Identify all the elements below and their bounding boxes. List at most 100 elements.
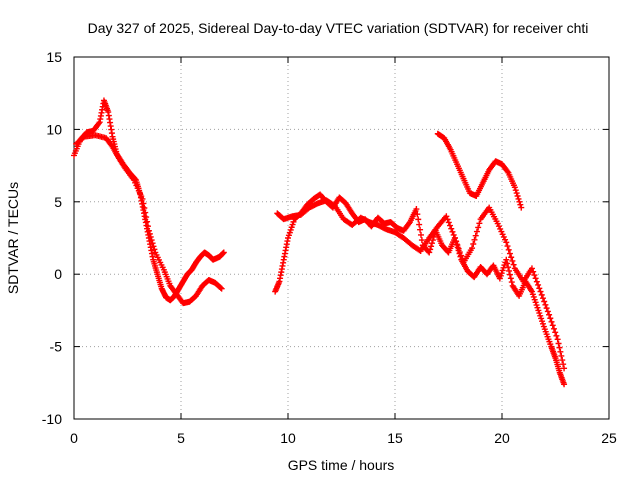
y-tick-label: 5	[54, 194, 62, 210]
data-point-marker	[554, 336, 561, 343]
data-point-marker	[220, 249, 227, 256]
data-point-marker	[506, 267, 513, 274]
data-point-marker	[505, 246, 512, 253]
x-tick-label: 25	[601, 430, 617, 446]
data-point-marker	[469, 245, 476, 252]
y-tick-label: 0	[54, 266, 62, 282]
data-point-marker	[504, 260, 511, 267]
data-point-marker	[141, 205, 148, 212]
data-point-marker	[550, 325, 557, 332]
x-tick-label: 0	[70, 430, 78, 446]
data-point-marker	[536, 285, 543, 292]
data-point-marker	[530, 268, 537, 275]
data-point-marker	[543, 305, 550, 312]
data-point-marker	[458, 252, 465, 259]
data-point-marker	[552, 329, 559, 336]
data-point-marker	[561, 381, 568, 388]
data-point-marker	[450, 231, 457, 238]
data-point-marker	[217, 284, 224, 291]
data-point-marker	[414, 211, 421, 218]
data-point-marker	[455, 245, 462, 252]
data-point-marker	[445, 219, 452, 226]
data-point-marker	[143, 214, 150, 221]
data-point-marker	[503, 239, 510, 246]
data-point-marker	[537, 288, 544, 295]
series-track-d	[274, 197, 568, 372]
data-point-marker	[533, 278, 540, 285]
data-point-marker	[151, 246, 158, 253]
data-point-marker	[140, 200, 147, 207]
data-point-marker	[508, 254, 515, 261]
data-point-marker	[451, 235, 458, 241]
data-point-marker	[147, 233, 154, 240]
data-point-marker	[555, 340, 562, 347]
y-tick-label: 10	[46, 121, 62, 137]
data-point-marker	[95, 120, 102, 127]
data-point-marker	[406, 220, 413, 227]
data-point-marker	[535, 281, 542, 288]
data-point-marker	[506, 271, 513, 278]
data-point-marker	[508, 279, 515, 286]
data-point-marker	[504, 243, 511, 250]
data-point-marker	[471, 236, 478, 243]
y-tick-label: -10	[42, 411, 62, 427]
data-point-marker	[556, 344, 563, 351]
data-point-marker	[544, 308, 551, 315]
data-point-marker	[538, 291, 545, 298]
data-point-marker	[513, 190, 520, 197]
data-point-marker	[144, 223, 151, 230]
grid	[74, 57, 609, 419]
data-point-marker	[413, 206, 420, 213]
data-point-marker	[428, 243, 435, 250]
data-point-marker	[512, 187, 519, 194]
data-point-marker	[560, 361, 567, 368]
x-tick-label: 5	[177, 430, 185, 446]
data-point-marker	[415, 216, 422, 223]
x-tick-label: 15	[387, 430, 403, 446]
series-track-b	[73, 132, 225, 307]
data-point-marker	[548, 318, 555, 325]
data-point-marker	[470, 240, 477, 247]
data-point-marker	[517, 201, 524, 208]
series-track-e	[434, 130, 525, 211]
data-point-marker	[531, 272, 538, 279]
data-point-marker	[148, 237, 155, 244]
data-point-marker	[542, 301, 549, 308]
x-tick-label: 20	[494, 430, 510, 446]
data-point-marker	[511, 184, 518, 191]
data-point-marker	[541, 298, 548, 305]
data-point-marker	[150, 243, 157, 250]
y-axis-label: SDTVAR / TECUs	[5, 182, 21, 294]
data-point-marker	[418, 237, 425, 244]
data-point-marker	[456, 249, 463, 256]
axis-ticks: 0 5 10 15 20 25 -10 -5 0 5 10 15	[42, 49, 617, 446]
data-point-marker	[142, 209, 149, 216]
chart-title: Day 327 of 2025, Sidereal Day-to-day VTE…	[88, 20, 589, 36]
data-point-marker	[553, 332, 560, 339]
data-point-marker	[532, 275, 539, 282]
data-point-marker	[139, 195, 146, 202]
data-point-marker	[558, 352, 565, 359]
series-track-c	[272, 191, 568, 388]
series-track-a	[71, 97, 227, 304]
data-point-marker	[518, 204, 525, 211]
data-point-marker	[561, 365, 568, 372]
data-point-marker	[144, 218, 151, 225]
data-points	[71, 97, 568, 388]
data-point-marker	[546, 311, 553, 318]
data-point-marker	[454, 242, 461, 249]
data-point-marker	[146, 230, 153, 237]
y-tick-label: 15	[46, 49, 62, 65]
data-point-marker	[516, 198, 523, 205]
data-point-marker	[507, 275, 514, 282]
data-point-marker	[453, 238, 460, 245]
data-point-marker	[447, 222, 454, 229]
data-point-marker	[416, 221, 423, 228]
data-point-marker	[472, 232, 479, 239]
data-point-marker	[449, 228, 456, 235]
plot-frame	[73, 56, 610, 420]
data-point-marker	[476, 220, 483, 227]
data-point-marker	[506, 250, 513, 257]
data-point-marker	[475, 224, 482, 231]
